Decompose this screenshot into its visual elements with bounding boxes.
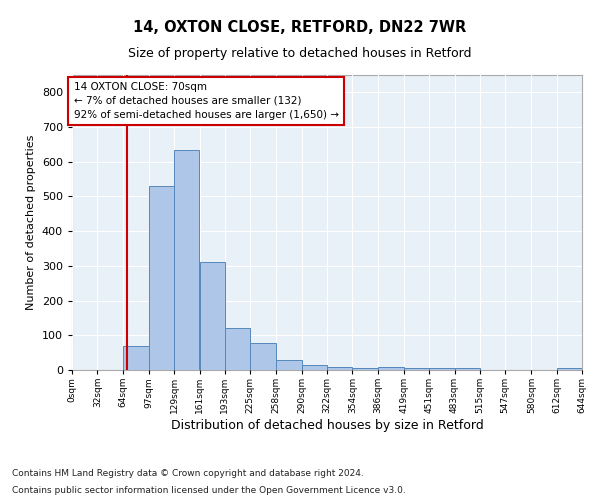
- Text: Size of property relative to detached houses in Retford: Size of property relative to detached ho…: [128, 48, 472, 60]
- Bar: [404, 368, 429, 370]
- Bar: [327, 366, 352, 370]
- Text: 14, OXTON CLOSE, RETFORD, DN22 7WR: 14, OXTON CLOSE, RETFORD, DN22 7WR: [133, 20, 467, 35]
- X-axis label: Distribution of detached houses by size in Retford: Distribution of detached houses by size …: [170, 419, 484, 432]
- Bar: [455, 368, 480, 370]
- Bar: [122, 346, 149, 370]
- Bar: [277, 360, 302, 370]
- Text: Contains public sector information licensed under the Open Government Licence v3: Contains public sector information licen…: [12, 486, 406, 495]
- Bar: [199, 262, 225, 370]
- Bar: [225, 328, 250, 370]
- Text: Contains HM Land Registry data © Crown copyright and database right 2024.: Contains HM Land Registry data © Crown c…: [12, 468, 364, 477]
- Bar: [302, 365, 327, 370]
- Bar: [149, 186, 174, 370]
- Bar: [557, 368, 582, 370]
- Y-axis label: Number of detached properties: Number of detached properties: [26, 135, 36, 310]
- Bar: [250, 343, 277, 370]
- Bar: [377, 367, 404, 370]
- Bar: [352, 368, 377, 370]
- Bar: [429, 368, 455, 370]
- Bar: [174, 150, 199, 370]
- Text: 14 OXTON CLOSE: 70sqm
← 7% of detached houses are smaller (132)
92% of semi-deta: 14 OXTON CLOSE: 70sqm ← 7% of detached h…: [74, 82, 338, 120]
